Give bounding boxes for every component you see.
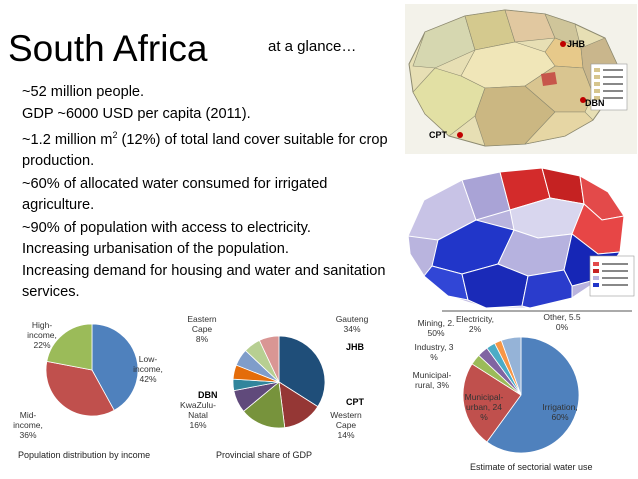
water-slice (486, 342, 522, 396)
gdp-slice (278, 335, 326, 408)
gdp-slice (233, 381, 280, 412)
bullet-item: ~60% of allocated water consumed for irr… (22, 175, 328, 214)
bullet-item: Increasing demand for housing and water … (22, 262, 386, 301)
income-slice-label: Mid-income, 36% (13, 410, 43, 440)
map-label-dbn: DBN (585, 98, 605, 108)
income-slice (91, 323, 139, 411)
gdp-city-label: CPT (346, 397, 365, 407)
gdp-slice (235, 349, 280, 383)
gdp-slice (278, 381, 319, 429)
map-label-jhb: JHB (567, 39, 586, 49)
gdp-chart-title: Provincial share of GDP (216, 450, 312, 460)
gdp-slice (232, 364, 280, 383)
gdp-slice (258, 335, 280, 383)
slide-subtitle: at a glance… (268, 38, 357, 55)
gdp-slice (232, 378, 280, 392)
bullet-item: ~90% of population with access to electr… (22, 219, 311, 236)
income-slice (45, 360, 115, 417)
water-map (407, 167, 635, 312)
water-slice (462, 363, 522, 443)
map-label-cpt: CPT (429, 130, 448, 140)
gdp-slice-label: KwaZulu-Natal 16% (180, 400, 216, 430)
gdp-city-label: DBN (198, 390, 218, 400)
gdp-slice (242, 381, 286, 429)
water-slice (494, 339, 522, 396)
water-slice (471, 354, 522, 396)
bullet-item: ~52 million people. (22, 84, 145, 100)
water-slice-label: Mining, 2. 50% (418, 318, 455, 338)
water-slice-label: Irrigation, 60% (542, 402, 577, 422)
top-map: JHB DBN CPT (405, 4, 637, 154)
gdp-slice (244, 339, 280, 383)
bullet-list: ~52 million people. GDP ~6000 USD per ca… (22, 82, 402, 305)
income-slice-label: High-income, 22% (27, 320, 57, 350)
water-slice (478, 347, 522, 396)
bullet-item: Increasing urbanisation of the populatio… (22, 241, 289, 258)
gdp-slice-label: Gauteng 34% (336, 314, 369, 334)
gdp-city-label: JHB (346, 342, 365, 352)
bullet-item: GDP ~6000 USD per capita (2011). (22, 105, 251, 122)
water-slice-label: Industry, 3% (414, 342, 453, 362)
bullet-item: ~1.2 million m2 (12%) of total land cove… (22, 130, 388, 170)
income-slice-label: Low-income, 42% (133, 354, 163, 384)
water-slice (486, 336, 580, 454)
gdp-slice-label: Eastern Cape 8% (187, 314, 217, 344)
water-slice (500, 336, 522, 396)
gdp-slice-label: Western Cape 14% (330, 410, 362, 440)
water-slice-label: Municipal-urban, 24% (465, 392, 504, 422)
income-slice (46, 323, 93, 371)
slide-title: South Africa (8, 28, 208, 69)
income-chart-title: Population distribution by income (18, 450, 150, 460)
water-chart-title: Estimate of sectorial water use (470, 462, 593, 472)
water-slice-label: Municipal-rural, 3% (413, 370, 452, 390)
